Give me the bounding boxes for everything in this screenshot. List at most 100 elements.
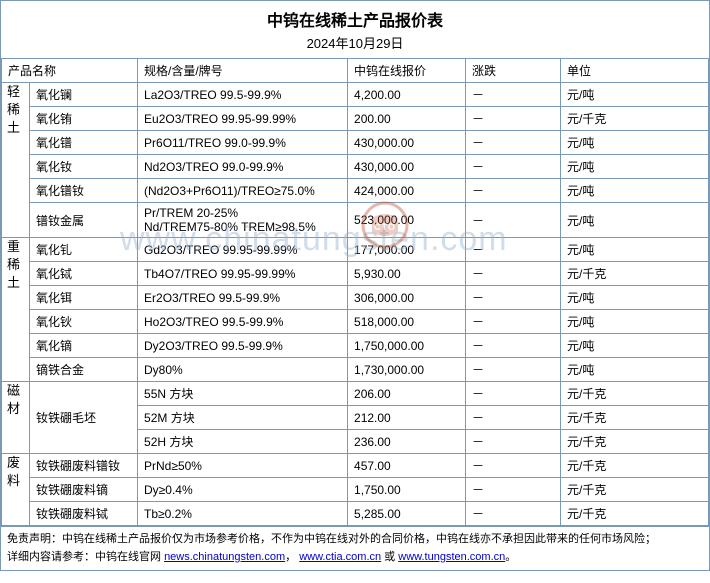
product-name: 氧化镨 bbox=[30, 131, 138, 155]
product-unit: 元/吨 bbox=[561, 358, 709, 382]
product-name: 氧化镧 bbox=[30, 83, 138, 107]
product-spec: Tb≥0.2% bbox=[138, 502, 348, 526]
category-label: 轻稀土 bbox=[2, 83, 30, 238]
product-unit: 元/吨 bbox=[561, 286, 709, 310]
product-price: 212.00 bbox=[348, 406, 466, 430]
product-change: － bbox=[466, 430, 561, 454]
product-unit: 元/吨 bbox=[561, 155, 709, 179]
table-row: 氧化铕Eu2O3/TREO 99.95-99.99%200.00－元/千克 bbox=[2, 107, 709, 131]
table-row: 氧化镝Dy2O3/TREO 99.5-99.9%1,750,000.00－元/吨 bbox=[2, 334, 709, 358]
footer-disclaimer: 免责声明：中钨在线稀土产品报价仅为市场参考价格，不作为中钨在线对外的合同价格，中… bbox=[1, 526, 709, 570]
product-unit: 元/吨 bbox=[561, 203, 709, 238]
product-price: 5,930.00 bbox=[348, 262, 466, 286]
category-label: 磁材 bbox=[2, 382, 30, 454]
product-spec: Pr/TREM 20-25% Nd/TREM75-80% TREM≥98.5% bbox=[138, 203, 348, 238]
page-title: 中钨在线稀土产品报价表 bbox=[1, 1, 709, 33]
table-row: 氧化铽Tb4O7/TREO 99.95-99.99%5,930.00－元/千克 bbox=[2, 262, 709, 286]
product-change: － bbox=[466, 262, 561, 286]
product-change: － bbox=[466, 358, 561, 382]
product-name: 钕铁硼废料铽 bbox=[30, 502, 138, 526]
product-price: 523,000.00 bbox=[348, 203, 466, 238]
table-row: 氧化镨钕(Nd2O3+Pr6O11)/TREO≥75.0%424,000.00－… bbox=[2, 179, 709, 203]
header-row: 产品名称 规格/含量/牌号 中钨在线报价 涨跌 单位 bbox=[2, 59, 709, 83]
table-row: 镨钕金属Pr/TREM 20-25% Nd/TREM75-80% TREM≥98… bbox=[2, 203, 709, 238]
product-spec: Dy≥0.4% bbox=[138, 478, 348, 502]
product-unit: 元/千克 bbox=[561, 406, 709, 430]
product-unit: 元/吨 bbox=[561, 334, 709, 358]
table-row: 废料钕铁硼废料镨钕PrNd≥50%457.00－元/千克 bbox=[2, 454, 709, 478]
product-price: 200.00 bbox=[348, 107, 466, 131]
table-row: 轻稀土氧化镧La2O3/TREO 99.5-99.9%4,200.00－元/吨 bbox=[2, 83, 709, 107]
category-label: 重稀土 bbox=[2, 238, 30, 382]
product-spec: Er2O3/TREO 99.5-99.9% bbox=[138, 286, 348, 310]
table-row: 氧化镨Pr6O11/TREO 99.0-99.9%430,000.00－元/吨 bbox=[2, 131, 709, 155]
product-unit: 元/千克 bbox=[561, 262, 709, 286]
product-spec: Gd2O3/TREO 99.95-99.99% bbox=[138, 238, 348, 262]
product-change: － bbox=[466, 406, 561, 430]
product-name: 钕铁硼废料镝 bbox=[30, 478, 138, 502]
product-name: 镝铁合金 bbox=[30, 358, 138, 382]
disclaimer-line1: 免责声明：中钨在线稀土产品报价仅为市场参考价格，不作为中钨在线对外的合同价格，中… bbox=[7, 533, 656, 545]
product-price: 1,730,000.00 bbox=[348, 358, 466, 382]
product-change: － bbox=[466, 83, 561, 107]
product-unit: 元/千克 bbox=[561, 382, 709, 406]
product-spec: PrNd≥50% bbox=[138, 454, 348, 478]
product-price: 4,200.00 bbox=[348, 83, 466, 107]
table-row: 磁材钕铁硼毛坯55N 方块206.00－元/千克 bbox=[2, 382, 709, 406]
product-change: － bbox=[466, 454, 561, 478]
product-change: － bbox=[466, 286, 561, 310]
table-row: 氧化铒Er2O3/TREO 99.5-99.9%306,000.00－元/吨 bbox=[2, 286, 709, 310]
product-spec: La2O3/TREO 99.5-99.9% bbox=[138, 83, 348, 107]
table-row: 氧化钬Ho2O3/TREO 99.5-99.9%518,000.00－元/吨 bbox=[2, 310, 709, 334]
product-price: 518,000.00 bbox=[348, 310, 466, 334]
product-spec: 52H 方块 bbox=[138, 430, 348, 454]
product-unit: 元/千克 bbox=[561, 107, 709, 131]
footer-link-1[interactable]: news.chinatungsten.com bbox=[164, 551, 285, 563]
product-change: － bbox=[466, 382, 561, 406]
product-name: 氧化钕 bbox=[30, 155, 138, 179]
product-price: 457.00 bbox=[348, 454, 466, 478]
product-unit: 元/千克 bbox=[561, 478, 709, 502]
col-price-header: 中钨在线报价 bbox=[348, 59, 466, 83]
product-unit: 元/吨 bbox=[561, 83, 709, 107]
product-change: － bbox=[466, 310, 561, 334]
product-unit: 元/吨 bbox=[561, 310, 709, 334]
product-change: － bbox=[466, 478, 561, 502]
product-spec: Dy80% bbox=[138, 358, 348, 382]
product-name: 氧化铽 bbox=[30, 262, 138, 286]
product-price: 1,750.00 bbox=[348, 478, 466, 502]
table-row: 钕铁硼废料铽Tb≥0.2%5,285.00－元/千克 bbox=[2, 502, 709, 526]
product-name: 氧化铕 bbox=[30, 107, 138, 131]
product-unit: 元/千克 bbox=[561, 454, 709, 478]
disclaimer-line2-prefix: 详细内容请参考：中钨在线官网 bbox=[7, 551, 164, 563]
product-spec: Eu2O3/TREO 99.95-99.99% bbox=[138, 107, 348, 131]
col-change-header: 涨跌 bbox=[466, 59, 561, 83]
price-table: 产品名称 规格/含量/牌号 中钨在线报价 涨跌 单位 轻稀土氧化镧La2O3/T… bbox=[1, 58, 709, 526]
product-change: － bbox=[466, 502, 561, 526]
product-spec: Pr6O11/TREO 99.0-99.9% bbox=[138, 131, 348, 155]
category-label: 废料 bbox=[2, 454, 30, 526]
product-spec: 55N 方块 bbox=[138, 382, 348, 406]
footer-link-2[interactable]: www.ctia.com.cn bbox=[299, 551, 381, 563]
product-price: 306,000.00 bbox=[348, 286, 466, 310]
product-spec: Tb4O7/TREO 99.95-99.99% bbox=[138, 262, 348, 286]
product-change: － bbox=[466, 238, 561, 262]
product-unit: 元/吨 bbox=[561, 179, 709, 203]
product-change: － bbox=[466, 334, 561, 358]
product-change: － bbox=[466, 155, 561, 179]
page-date: 2024年10月29日 bbox=[1, 33, 709, 58]
col-spec-header: 规格/含量/牌号 bbox=[138, 59, 348, 83]
product-price: 236.00 bbox=[348, 430, 466, 454]
product-price: 424,000.00 bbox=[348, 179, 466, 203]
footer-link-3[interactable]: www.tungsten.com.cn bbox=[398, 551, 505, 563]
product-price: 5,285.00 bbox=[348, 502, 466, 526]
product-change: － bbox=[466, 179, 561, 203]
product-spec: Ho2O3/TREO 99.5-99.9% bbox=[138, 310, 348, 334]
table-row: 氧化钕Nd2O3/TREO 99.0-99.9%430,000.00－元/吨 bbox=[2, 155, 709, 179]
col-name-header: 产品名称 bbox=[2, 59, 138, 83]
product-unit: 元/千克 bbox=[561, 502, 709, 526]
col-unit-header: 单位 bbox=[561, 59, 709, 83]
product-name: 钕铁硼毛坯 bbox=[30, 382, 138, 454]
price-table-container: 中钨在线稀土产品报价表 2024年10月29日 产品名称 规格/含量/牌号 中钨… bbox=[0, 0, 710, 571]
product-name: 钕铁硼废料镨钕 bbox=[30, 454, 138, 478]
